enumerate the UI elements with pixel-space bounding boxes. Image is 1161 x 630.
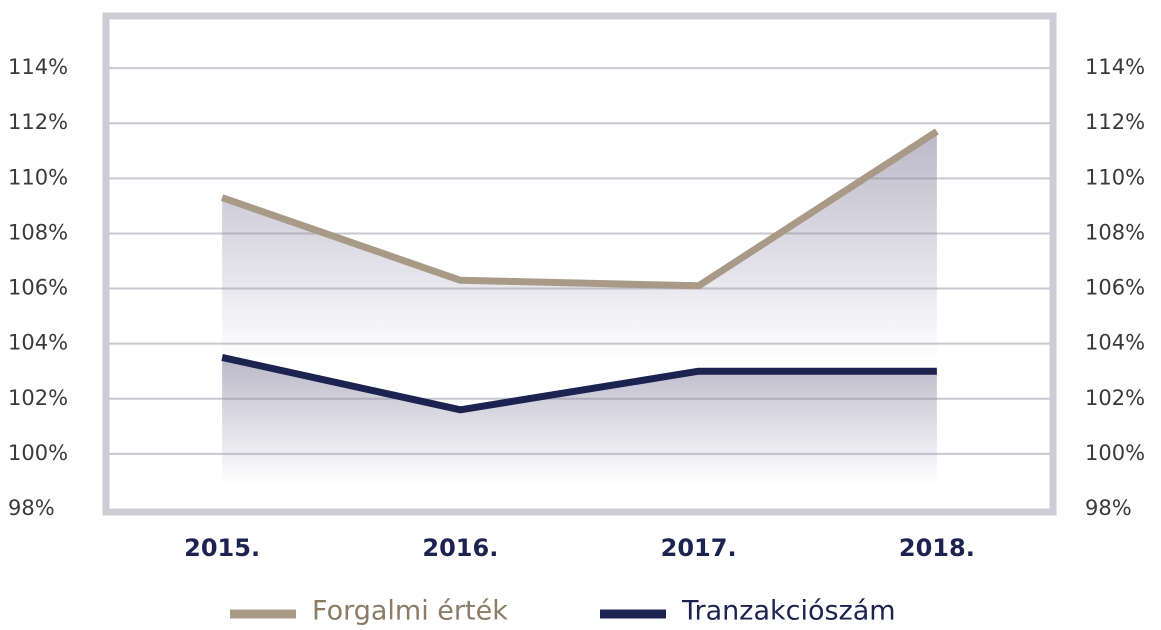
x-tick-label: 2017. (661, 534, 737, 562)
y-tick-label: 100% (8, 441, 68, 465)
y-tick-label: 110% (8, 165, 68, 189)
y2-tick-label: 106% (1085, 276, 1145, 300)
y-tick-label: 114% (8, 55, 68, 79)
y2-tick-label: 102% (1085, 386, 1145, 410)
y2-tick-label: 114% (1085, 55, 1145, 79)
y2-tick-label: 104% (1085, 331, 1145, 355)
legend-label: Forgalmi érték (312, 596, 508, 627)
x-tick-label: 2015. (184, 534, 260, 562)
line (221, 354, 937, 414)
y-tick-label: 112% (8, 110, 68, 134)
area (222, 357, 937, 485)
y2-tick-label: 110% (1085, 165, 1145, 189)
y-tick-label: 104% (8, 331, 68, 355)
y2-tick-label: 108% (1085, 220, 1145, 244)
legend-label: Tranzakciószám (681, 596, 896, 627)
y-tick-label: 102% (8, 386, 68, 410)
y2-tick-label: 100% (1085, 441, 1145, 465)
y2-tick-label: 112% (1085, 110, 1145, 134)
y2-tick-label: 98% (1085, 496, 1132, 520)
line (220, 128, 939, 290)
x-tick-label: 2016. (422, 534, 498, 562)
area (222, 131, 937, 361)
y-tick-label: 106% (8, 276, 68, 300)
y-tick-label: 108% (8, 220, 68, 244)
y-tick-label: 98% (8, 496, 55, 520)
plot-frame (102, 12, 1057, 516)
x-tick-label: 2018. (899, 534, 975, 562)
